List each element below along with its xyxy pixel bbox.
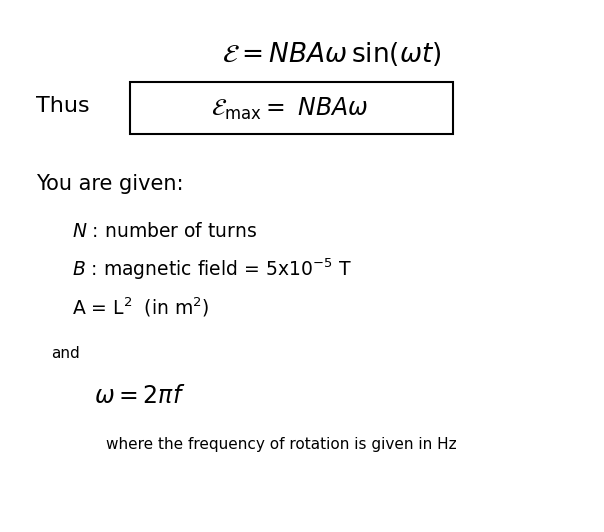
Text: where the frequency of rotation is given in Hz: where the frequency of rotation is given… bbox=[106, 437, 457, 452]
Text: and: and bbox=[51, 346, 80, 361]
Text: $N$ : number of turns: $N$ : number of turns bbox=[72, 222, 258, 241]
Text: $B$ : magnetic field = 5x10$^{-5}$ T: $B$ : magnetic field = 5x10$^{-5}$ T bbox=[72, 257, 352, 282]
Text: A = L$^{2}$  (in m$^{2}$): A = L$^{2}$ (in m$^{2}$) bbox=[72, 296, 210, 319]
Text: $\mathcal{E}_{\mathrm{max}} =\ NBA\omega$: $\mathcal{E}_{\mathrm{max}} =\ NBA\omega… bbox=[211, 96, 368, 122]
Text: You are given:: You are given: bbox=[36, 173, 184, 194]
FancyBboxPatch shape bbox=[130, 82, 453, 134]
Text: Thus: Thus bbox=[36, 96, 90, 117]
Text: $\omega = 2\pi f$: $\omega = 2\pi f$ bbox=[94, 384, 185, 409]
Text: $\mathcal{E} = NBA\omega\, \sin(\omega t)$: $\mathcal{E} = NBA\omega\, \sin(\omega t… bbox=[222, 40, 442, 68]
